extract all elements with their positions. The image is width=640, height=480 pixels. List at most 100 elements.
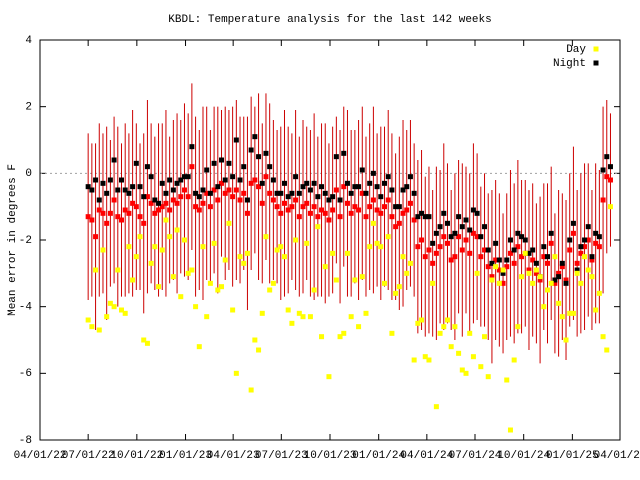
point (352, 204, 358, 210)
point (137, 184, 143, 190)
point (570, 230, 576, 236)
y-tick-label: -4 (19, 302, 33, 314)
point (315, 224, 321, 230)
point (326, 374, 332, 380)
point (167, 207, 173, 213)
point (341, 184, 347, 190)
point (470, 354, 476, 360)
point (556, 270, 562, 276)
point (545, 260, 550, 266)
point (93, 234, 99, 240)
point (244, 197, 250, 203)
point (545, 254, 550, 260)
point (519, 234, 525, 240)
point (548, 240, 554, 246)
point (330, 194, 336, 200)
point (419, 237, 425, 243)
point (222, 190, 228, 196)
point (270, 280, 276, 286)
point (348, 190, 354, 196)
point (363, 310, 369, 316)
point (293, 174, 299, 180)
point (270, 197, 276, 203)
y-tick-label: 4 (25, 35, 32, 47)
point (563, 337, 569, 343)
point (504, 264, 510, 270)
legend-swatch (593, 60, 599, 66)
point (467, 330, 473, 336)
point (226, 220, 232, 226)
point (356, 207, 362, 213)
point (578, 244, 584, 250)
point (578, 280, 584, 286)
point (404, 207, 410, 213)
point (344, 180, 350, 186)
point (393, 290, 399, 296)
point (393, 204, 399, 210)
point (122, 207, 128, 213)
point (141, 220, 147, 226)
point (415, 214, 421, 220)
point (537, 274, 543, 280)
point (252, 337, 258, 343)
point (344, 250, 350, 256)
point (96, 207, 102, 213)
point (233, 137, 239, 143)
point (296, 214, 302, 220)
point (452, 324, 458, 330)
point (215, 287, 221, 293)
point (367, 204, 373, 210)
point (215, 197, 221, 203)
point (589, 274, 595, 280)
point (430, 240, 436, 246)
x-tick-label: 07/01/23 (255, 450, 308, 462)
point (589, 257, 595, 263)
point (196, 194, 202, 200)
point (463, 370, 469, 376)
x-tick-label: 10/01/22 (110, 450, 163, 462)
point (89, 324, 95, 330)
point (233, 370, 239, 376)
point (519, 254, 525, 260)
point (200, 244, 206, 250)
point (178, 294, 184, 300)
x-tick-label: 01/01/25 (546, 450, 599, 462)
point (319, 207, 325, 213)
point (604, 174, 610, 180)
point (570, 310, 576, 316)
point (133, 204, 139, 210)
point (304, 240, 310, 246)
point (589, 254, 595, 260)
point (293, 197, 299, 203)
point (385, 234, 391, 240)
point (359, 190, 365, 196)
point (452, 230, 458, 236)
point (159, 247, 165, 253)
point (93, 177, 99, 183)
point (307, 210, 313, 216)
point (274, 190, 280, 196)
point (485, 264, 491, 270)
point (593, 307, 599, 313)
point (100, 210, 106, 216)
y-tick-label: 0 (25, 168, 32, 180)
point (96, 327, 102, 333)
point (267, 164, 273, 170)
y-tick-label: -2 (19, 235, 32, 247)
point (374, 184, 380, 190)
point (348, 314, 354, 320)
point (467, 227, 473, 233)
point (511, 260, 517, 266)
point (407, 200, 413, 206)
point (515, 230, 521, 236)
point (485, 247, 491, 253)
point (85, 184, 91, 190)
point (526, 250, 532, 256)
point (307, 187, 313, 193)
point (252, 177, 258, 183)
x-tick-label: 10/01/24 (497, 450, 550, 462)
point (585, 224, 591, 230)
point (341, 330, 347, 336)
point (122, 310, 128, 316)
point (244, 250, 250, 256)
